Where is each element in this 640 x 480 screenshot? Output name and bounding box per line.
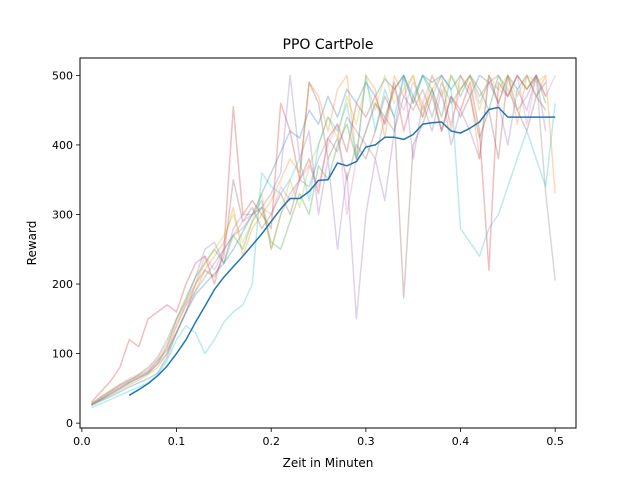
x-tick-label: 0.0 [73,435,91,448]
mean-layer [128,106,556,396]
x-tick-label: 0.4 [452,435,470,448]
x-tick-label: 0.2 [262,435,280,448]
y-axis-label: Reward [25,221,39,266]
y-tick-label: 300 [52,208,73,221]
run-series-line-2 [91,74,556,405]
y-tick-label: 400 [52,139,73,152]
y-tick-label: 100 [52,348,73,361]
x-axis-label: Zeit in Minuten [283,456,374,470]
run-series-line-3 [91,74,547,406]
mean-series-line [128,106,556,396]
x-tick-label: 0.3 [357,435,375,448]
run-series-line-9 [90,74,547,405]
x-ticks: 0.0 0.1 0.2 0.3 0.4 0.5 [73,428,564,448]
run-series-line-6 [90,74,547,405]
x-tick-label: 0.1 [168,435,186,448]
runs-layer [90,74,556,409]
y-ticks: 0 100 200 300 400 500 [52,69,80,430]
run-series-line-1 [91,74,547,407]
y-tick-label: 200 [52,278,73,291]
run-series-line-10 [91,74,556,409]
run-series-line-7 [90,74,556,406]
run-series-line-4 [90,74,547,403]
x-tick-label: 0.5 [546,435,564,448]
run-series-line-8 [91,74,556,406]
axes-frame [79,57,577,429]
chart-title: PPO CartPole [283,37,374,53]
run-series-line-5 [90,74,547,406]
y-tick-label: 500 [52,69,73,82]
y-tick-label: 0 [66,417,73,430]
